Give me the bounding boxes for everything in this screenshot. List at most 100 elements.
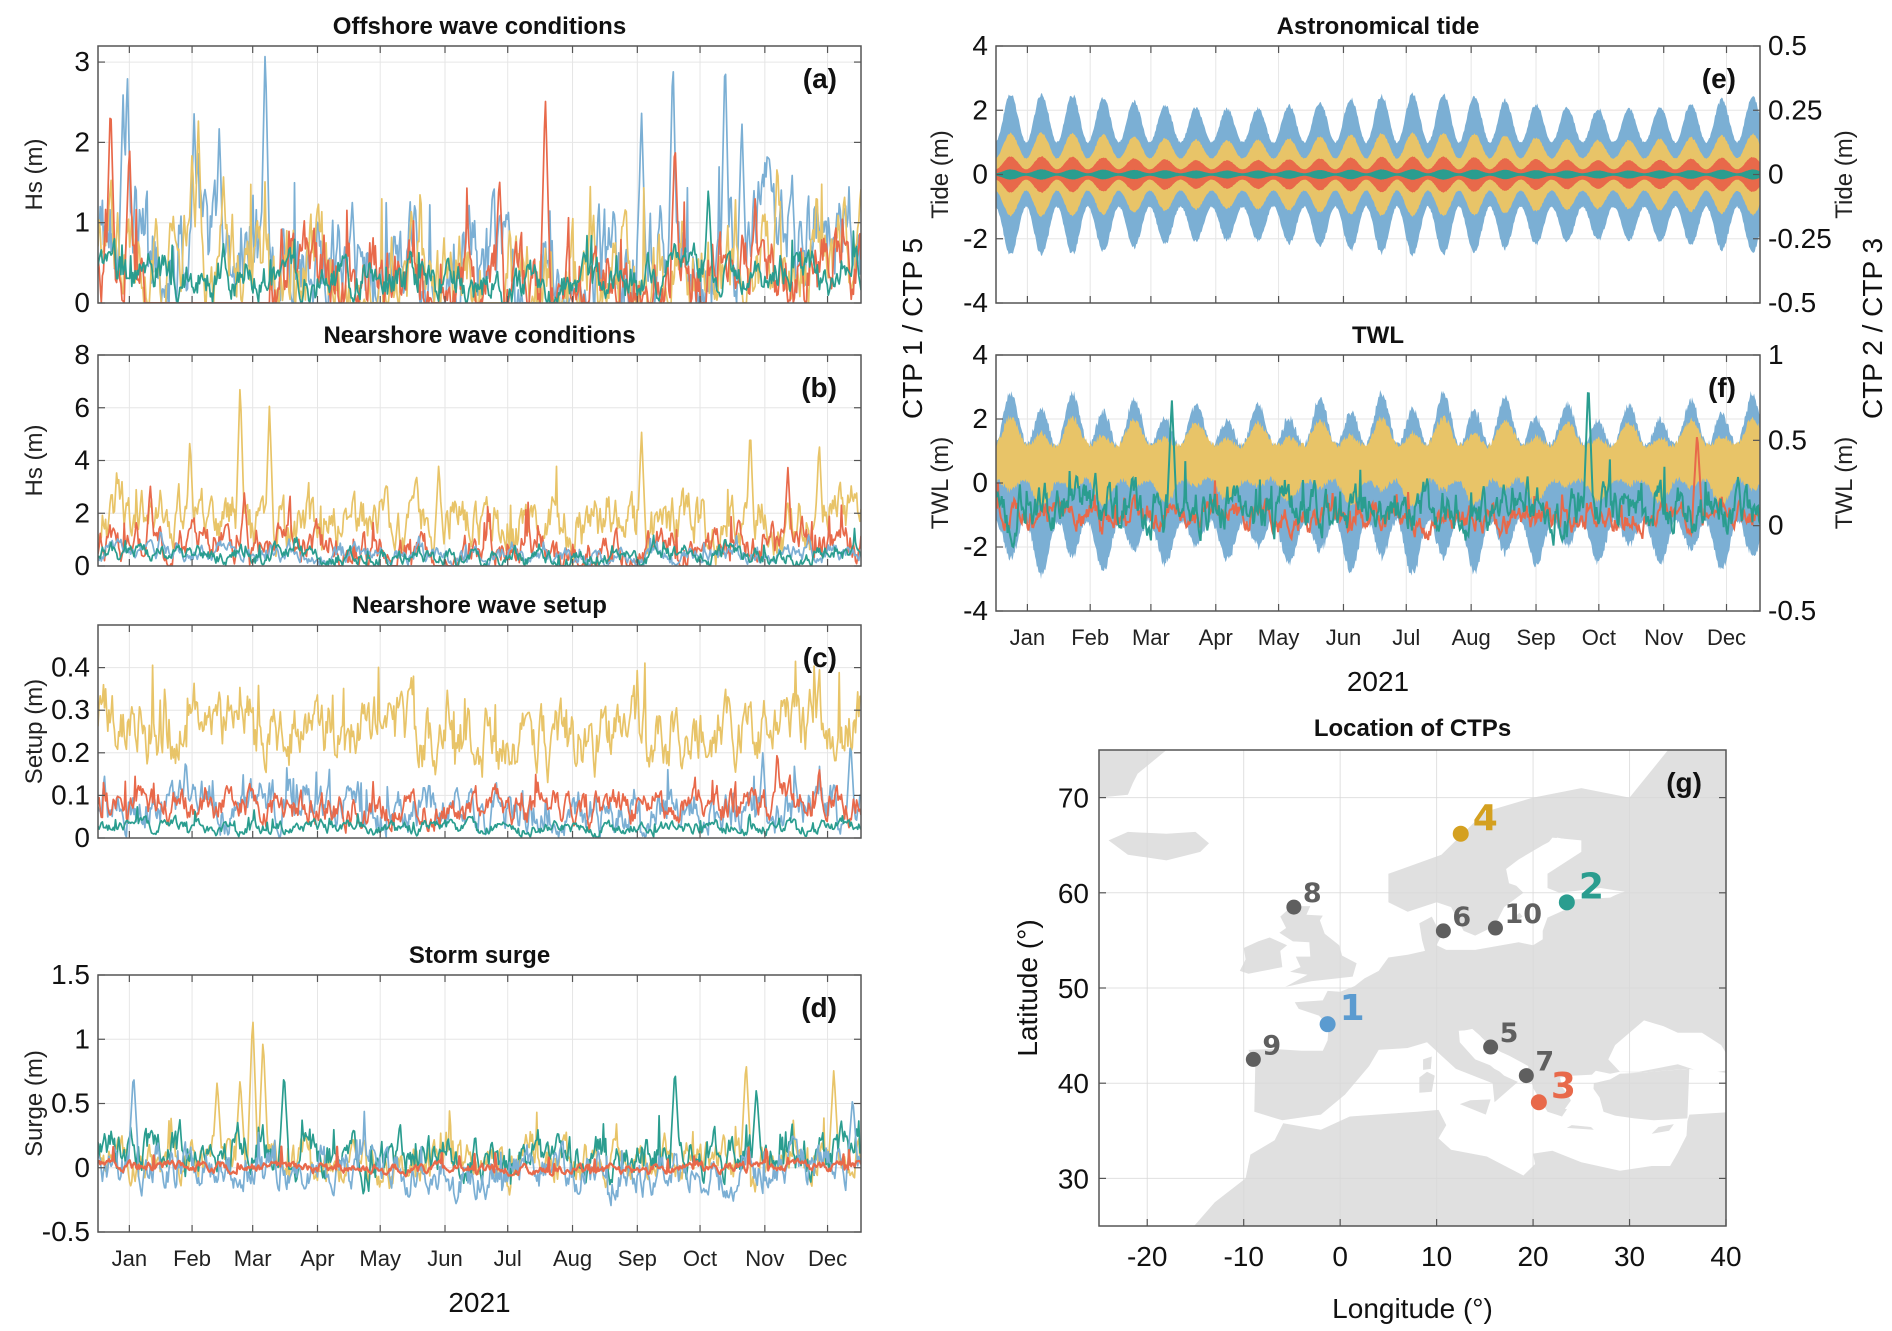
y-tick-label: 3 bbox=[74, 46, 90, 77]
y-tick-label: 0.2 bbox=[51, 737, 90, 768]
panel-f: Jan Feb Mar Apr May Jun Jul Aug Sep Oct Nov Dec -4 -2… bbox=[927, 322, 1858, 697]
x-tick-label: Sep bbox=[618, 1246, 657, 1271]
x-tick-label: 0 bbox=[1332, 1241, 1348, 1272]
y-tick-label: 0 bbox=[74, 550, 90, 581]
y-axis-label-right: Tide (m) bbox=[1831, 130, 1858, 218]
land-sicily bbox=[1459, 1099, 1491, 1115]
x-axis-label: 2021 bbox=[448, 1287, 510, 1318]
y-tick-label: -2 bbox=[963, 531, 988, 562]
y-tick-label: 1 bbox=[74, 207, 90, 238]
series-line-ctp-4 bbox=[98, 388, 861, 566]
water-adriatic bbox=[1458, 1029, 1529, 1083]
panel-label: (d) bbox=[801, 992, 837, 1023]
series-line-ctp-3 bbox=[98, 754, 861, 834]
ctp-label-5: 5 bbox=[1500, 1018, 1519, 1049]
x-tick-label: 40 bbox=[1710, 1241, 1741, 1272]
group-label-left: CTP 1 / CTP 5 bbox=[897, 238, 928, 419]
water-gulf-of-finland bbox=[1557, 888, 1625, 900]
series-group bbox=[98, 388, 861, 566]
ctp-marker-6 bbox=[1435, 923, 1451, 939]
ctp-label-7: 7 bbox=[1535, 1047, 1554, 1078]
y-tick-label: 8 bbox=[74, 339, 90, 370]
ctp-marker-9 bbox=[1245, 1051, 1261, 1067]
x-tick-label: 10 bbox=[1421, 1241, 1452, 1272]
y-tick-label: 2 bbox=[74, 497, 90, 528]
y-tick-label: 0 bbox=[74, 287, 90, 318]
water bbox=[1458, 837, 1726, 1113]
y-tick-label: 0 bbox=[972, 159, 988, 190]
y-tick-label: 0 bbox=[972, 467, 988, 498]
y-tick-label: 0.1 bbox=[51, 779, 90, 810]
ctp-marker-8 bbox=[1286, 899, 1302, 915]
series-line-ctp-3 bbox=[98, 466, 861, 566]
x-tick-label: Apr bbox=[1199, 625, 1233, 650]
y-axis-label: Hs (m) bbox=[21, 139, 48, 211]
ctp-label-10: 10 bbox=[1504, 899, 1542, 930]
y-tick-label: 4 bbox=[972, 339, 988, 370]
x-tick-label: 30 bbox=[1614, 1241, 1645, 1272]
ctp-marker-2 bbox=[1558, 894, 1575, 911]
land-ireland bbox=[1239, 937, 1288, 974]
panel-label: (b) bbox=[801, 372, 837, 403]
y-tick-label: 4 bbox=[972, 30, 988, 61]
series-line-ctp-3 bbox=[98, 1145, 861, 1178]
land-cyprus bbox=[1651, 1124, 1674, 1134]
y-tick-label-right: 0.5 bbox=[1768, 30, 1807, 61]
y-axis-label-left: TWL (m) bbox=[927, 437, 954, 529]
y-tick-label: -0.5 bbox=[42, 1216, 90, 1247]
panel-title: Nearshore wave conditions bbox=[323, 322, 635, 349]
y-tick-label: 60 bbox=[1058, 878, 1089, 909]
y-tick-label: 70 bbox=[1058, 783, 1089, 814]
y-tick-label: 0.3 bbox=[51, 694, 90, 725]
x-tick-label: 20 bbox=[1517, 1241, 1548, 1272]
y-tick-label-right: -0.5 bbox=[1768, 287, 1816, 318]
y-tick-label: 1 bbox=[74, 1023, 90, 1054]
panel-e: -4 -2 0 2 4 -0.5 -0.25 0 0.25 0.5 Astronomical tid… bbox=[927, 13, 1858, 318]
x-tick-label: Jan bbox=[112, 1246, 147, 1271]
ctp-marker-1 bbox=[1319, 1016, 1336, 1033]
panel-title: Offshore wave conditions bbox=[333, 13, 626, 40]
y-tick-label-right: 0.25 bbox=[1768, 94, 1823, 125]
land-corsica bbox=[1423, 1056, 1432, 1070]
ctp-label-2: 2 bbox=[1579, 866, 1604, 907]
land-europe bbox=[1248, 750, 1726, 1121]
panel-label: (f) bbox=[1708, 372, 1736, 403]
land-gotland bbox=[1514, 912, 1523, 922]
y-tick-label: 6 bbox=[74, 392, 90, 423]
y-tick-label: 1.5 bbox=[51, 959, 90, 990]
ctp-marker-10 bbox=[1487, 920, 1503, 936]
y-tick-label: 0.5 bbox=[51, 1088, 90, 1119]
x-tick-label: Jul bbox=[494, 1246, 522, 1271]
x-tick-label: Sep bbox=[1516, 625, 1555, 650]
axes-box bbox=[97, 45, 862, 304]
y-tick-label: -4 bbox=[963, 595, 988, 626]
y-tick-label: 4 bbox=[74, 445, 90, 476]
y-tick-label-right: -0.5 bbox=[1768, 595, 1816, 626]
panel-title: Astronomical tide bbox=[1277, 13, 1480, 40]
ctp-marker-3 bbox=[1530, 1094, 1547, 1111]
y-tick-label: -4 bbox=[963, 287, 988, 318]
x-axis-label: Longitude (°) bbox=[1332, 1293, 1493, 1324]
panel-a: 0 1 2 3 Offshore wave conditions (a) Hs (m) bbox=[21, 13, 862, 318]
x-tick-label: Jun bbox=[427, 1246, 462, 1271]
panel-b: 0 2 4 6 8 Nearshore wave conditions (b) Hs (m) bbox=[21, 322, 862, 581]
y-axis-label: Latitude (°) bbox=[1012, 919, 1043, 1056]
land-africa bbox=[1194, 1109, 1726, 1226]
y-tick-label: 50 bbox=[1058, 973, 1089, 1004]
land bbox=[1099, 750, 1726, 1226]
land-greenland bbox=[1099, 750, 1167, 798]
series-group bbox=[996, 92, 1760, 257]
land-anatolia bbox=[1592, 1068, 1690, 1121]
y-axis-label: Setup (m) bbox=[21, 679, 48, 784]
x-tick-label: Dec bbox=[808, 1246, 847, 1271]
x-tick-label: Dec bbox=[1707, 625, 1746, 650]
x-tick-label: Oct bbox=[1582, 625, 1616, 650]
panel-label: (e) bbox=[1702, 63, 1736, 94]
y-tick-label: 2 bbox=[972, 94, 988, 125]
group-label-right: CTP 2 / CTP 3 bbox=[1857, 238, 1888, 419]
x-tick-label: Nov bbox=[1644, 625, 1683, 650]
panel-label: (c) bbox=[803, 642, 837, 673]
x-tick-label: Apr bbox=[300, 1246, 334, 1271]
y-tick-label: 2 bbox=[972, 403, 988, 434]
panel-c: 0 0.1 0.2 0.3 0.4 Nearshore wave setup (c) Setu… bbox=[21, 592, 862, 853]
